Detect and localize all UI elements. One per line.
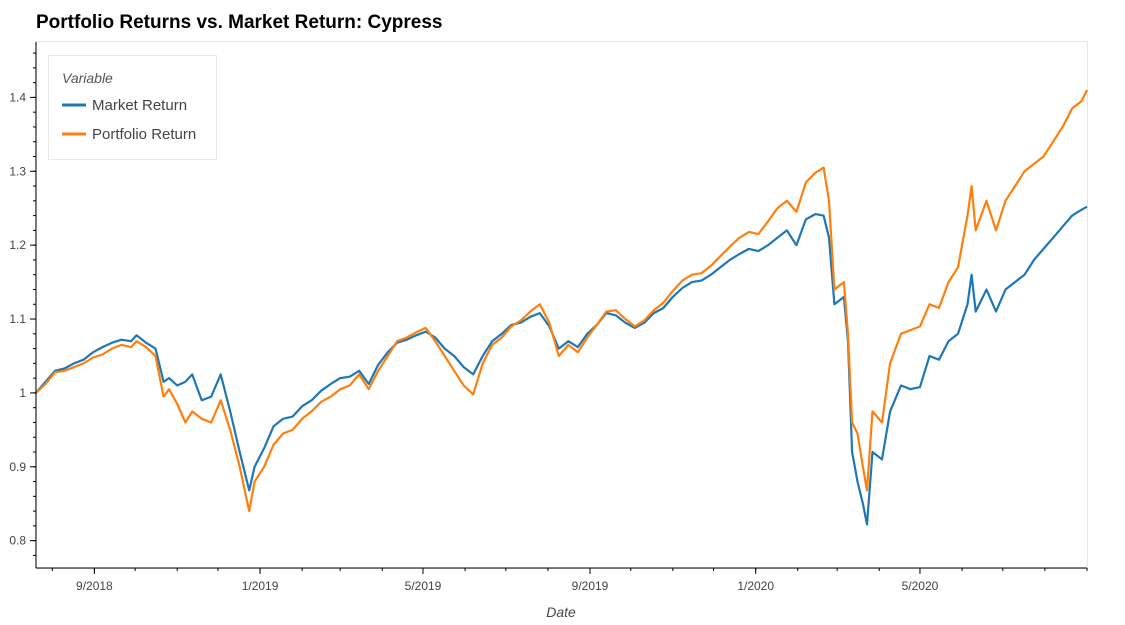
y-tick-label: 1.2 bbox=[9, 238, 26, 252]
y-tick-label: 1.3 bbox=[9, 164, 26, 178]
x-tick-label: 1/2019 bbox=[242, 579, 279, 593]
legend: Variable Market Return Portfolio Return bbox=[48, 55, 217, 160]
x-tick-label: 1/2020 bbox=[737, 579, 774, 593]
chart-title: Portfolio Returns vs. Market Return: Cyp… bbox=[36, 12, 443, 33]
y-tick-label: 0.9 bbox=[9, 460, 26, 474]
y-tick-label: 0.8 bbox=[9, 534, 26, 548]
series-line-portfolio-return bbox=[35, 89, 1088, 513]
x-tick-label: 9/2018 bbox=[76, 579, 113, 593]
y-tick-label: 1.4 bbox=[9, 90, 26, 104]
axis-layer: 0.8 0.9 1 1.1 1.2 1.3 1.4 9/2018 1/2019 5/2019 9/2… bbox=[9, 42, 1088, 593]
x-tick-label: 5/2019 bbox=[405, 579, 442, 593]
legend-title: Variable bbox=[62, 70, 113, 86]
y-tick-label: 1.1 bbox=[9, 312, 26, 326]
series-layer bbox=[35, 89, 1088, 526]
y-tick-label: 1 bbox=[19, 386, 26, 400]
legend-label-market: Market Return bbox=[92, 97, 187, 114]
legend-box bbox=[48, 55, 217, 160]
x-tick-label: 9/2019 bbox=[572, 579, 609, 593]
series-line-market-return bbox=[35, 205, 1088, 526]
x-tick-label: 5/2020 bbox=[902, 579, 939, 593]
legend-label-portfolio: Portfolio Return bbox=[92, 126, 196, 143]
x-axis-label: Date bbox=[546, 604, 576, 620]
